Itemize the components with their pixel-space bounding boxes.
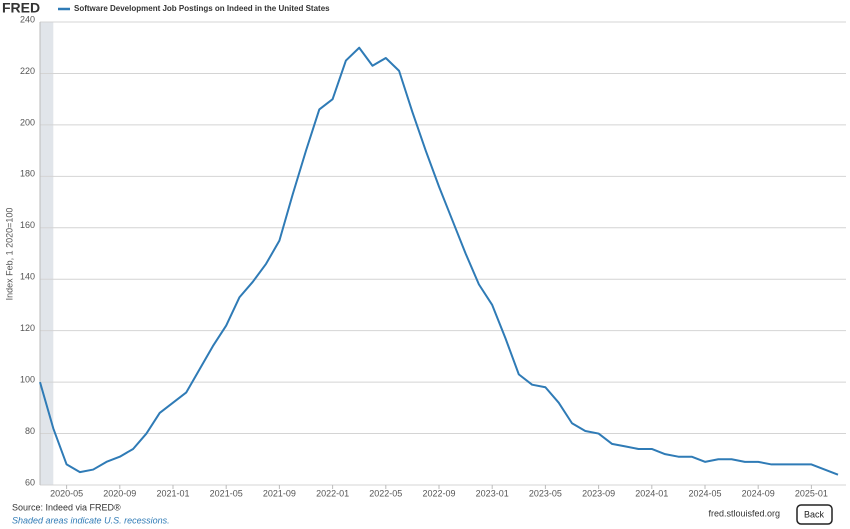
site: fred.stlouisfed.org: [708, 508, 780, 518]
y-tick-label: 140: [20, 272, 35, 282]
source: Source: Indeed via FRED®: [12, 502, 121, 512]
back-button[interactable]: [796, 504, 833, 525]
x-tick-label: 2020-09: [103, 488, 136, 498]
x-tick-label: 2020-05: [50, 488, 83, 498]
x-tick-label: 2022-09: [422, 488, 455, 498]
x-tick-label: 2023-05: [529, 488, 562, 498]
y-tick-label: 160: [20, 220, 35, 230]
y-tick-label: 80: [25, 426, 35, 436]
x-tick-label: 2021-05: [210, 488, 243, 498]
x-tick-label: 2023-09: [582, 488, 615, 498]
series-line: [39, 46, 839, 476]
x-tick-label: 2022-05: [369, 488, 402, 498]
legend-label: Software Development Job Postings on Ind…: [74, 4, 330, 13]
y-tick-label: 60: [25, 477, 35, 487]
y-tick-label: 100: [20, 374, 35, 384]
y-tick-label: 220: [20, 66, 35, 76]
back-label[interactable]: Back: [804, 509, 825, 519]
y-tick-label: 120: [20, 323, 35, 333]
logo: FRED: [2, 0, 40, 16]
x-tick-label: 2025-01: [795, 488, 828, 498]
x-tick-label: 2021-01: [156, 488, 189, 498]
y-tick-label: 180: [20, 169, 35, 179]
y-tick-label: 200: [20, 117, 35, 127]
y-tick-label: 240: [20, 14, 35, 24]
x-tick-label: 2021-09: [263, 488, 296, 498]
recession-shade: [40, 22, 54, 485]
x-tick-label: 2024-09: [742, 488, 775, 498]
x-tick-label: 2024-01: [635, 488, 668, 498]
x-tick-label: 2022-01: [316, 488, 349, 498]
shading-note: Shaded areas indicate U.S. recessions.: [12, 515, 170, 525]
x-tick-label: 2023-01: [476, 488, 509, 498]
x-tick-label: 2024-05: [688, 488, 721, 498]
y-axis-label: Index Feb, 1 2020=100: [4, 208, 14, 301]
